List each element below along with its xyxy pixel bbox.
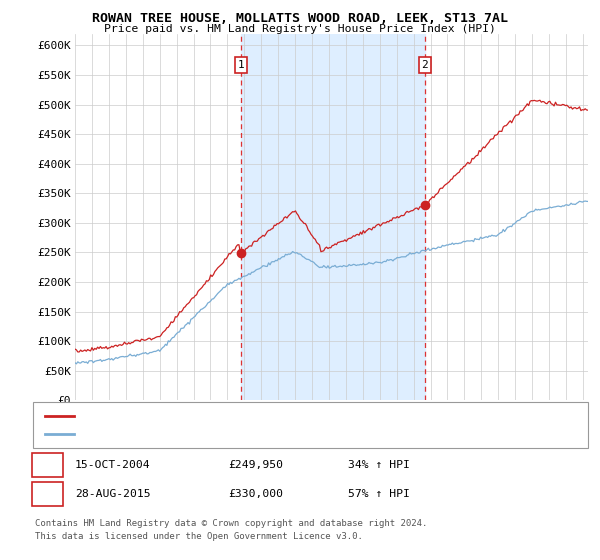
Text: HPI: Average price, detached house, Staffordshire Moorlands: HPI: Average price, detached house, Staf… bbox=[80, 430, 427, 439]
Text: ROWAN TREE HOUSE, MOLLATTS WOOD ROAD, LEEK, ST13 7AL: ROWAN TREE HOUSE, MOLLATTS WOOD ROAD, LE… bbox=[92, 12, 508, 25]
Text: ROWAN TREE HOUSE, MOLLATTS WOOD ROAD, LEEK, ST13 7AL (detached house): ROWAN TREE HOUSE, MOLLATTS WOOD ROAD, LE… bbox=[80, 411, 485, 421]
Text: 28-AUG-2015: 28-AUG-2015 bbox=[75, 489, 151, 499]
Text: 1: 1 bbox=[238, 60, 244, 70]
Text: 57% ↑ HPI: 57% ↑ HPI bbox=[348, 489, 410, 499]
Text: This data is licensed under the Open Government Licence v3.0.: This data is licensed under the Open Gov… bbox=[35, 532, 362, 541]
Text: 2: 2 bbox=[421, 60, 428, 70]
Text: 1: 1 bbox=[44, 458, 51, 472]
Text: £330,000: £330,000 bbox=[228, 489, 283, 499]
Bar bbox=[241, 34, 425, 400]
Text: 15-OCT-2004: 15-OCT-2004 bbox=[75, 460, 151, 470]
Text: 34% ↑ HPI: 34% ↑ HPI bbox=[348, 460, 410, 470]
Text: Price paid vs. HM Land Registry's House Price Index (HPI): Price paid vs. HM Land Registry's House … bbox=[104, 24, 496, 34]
Text: Contains HM Land Registry data © Crown copyright and database right 2024.: Contains HM Land Registry data © Crown c… bbox=[35, 519, 427, 528]
Text: £249,950: £249,950 bbox=[228, 460, 283, 470]
Text: 2: 2 bbox=[44, 487, 51, 501]
